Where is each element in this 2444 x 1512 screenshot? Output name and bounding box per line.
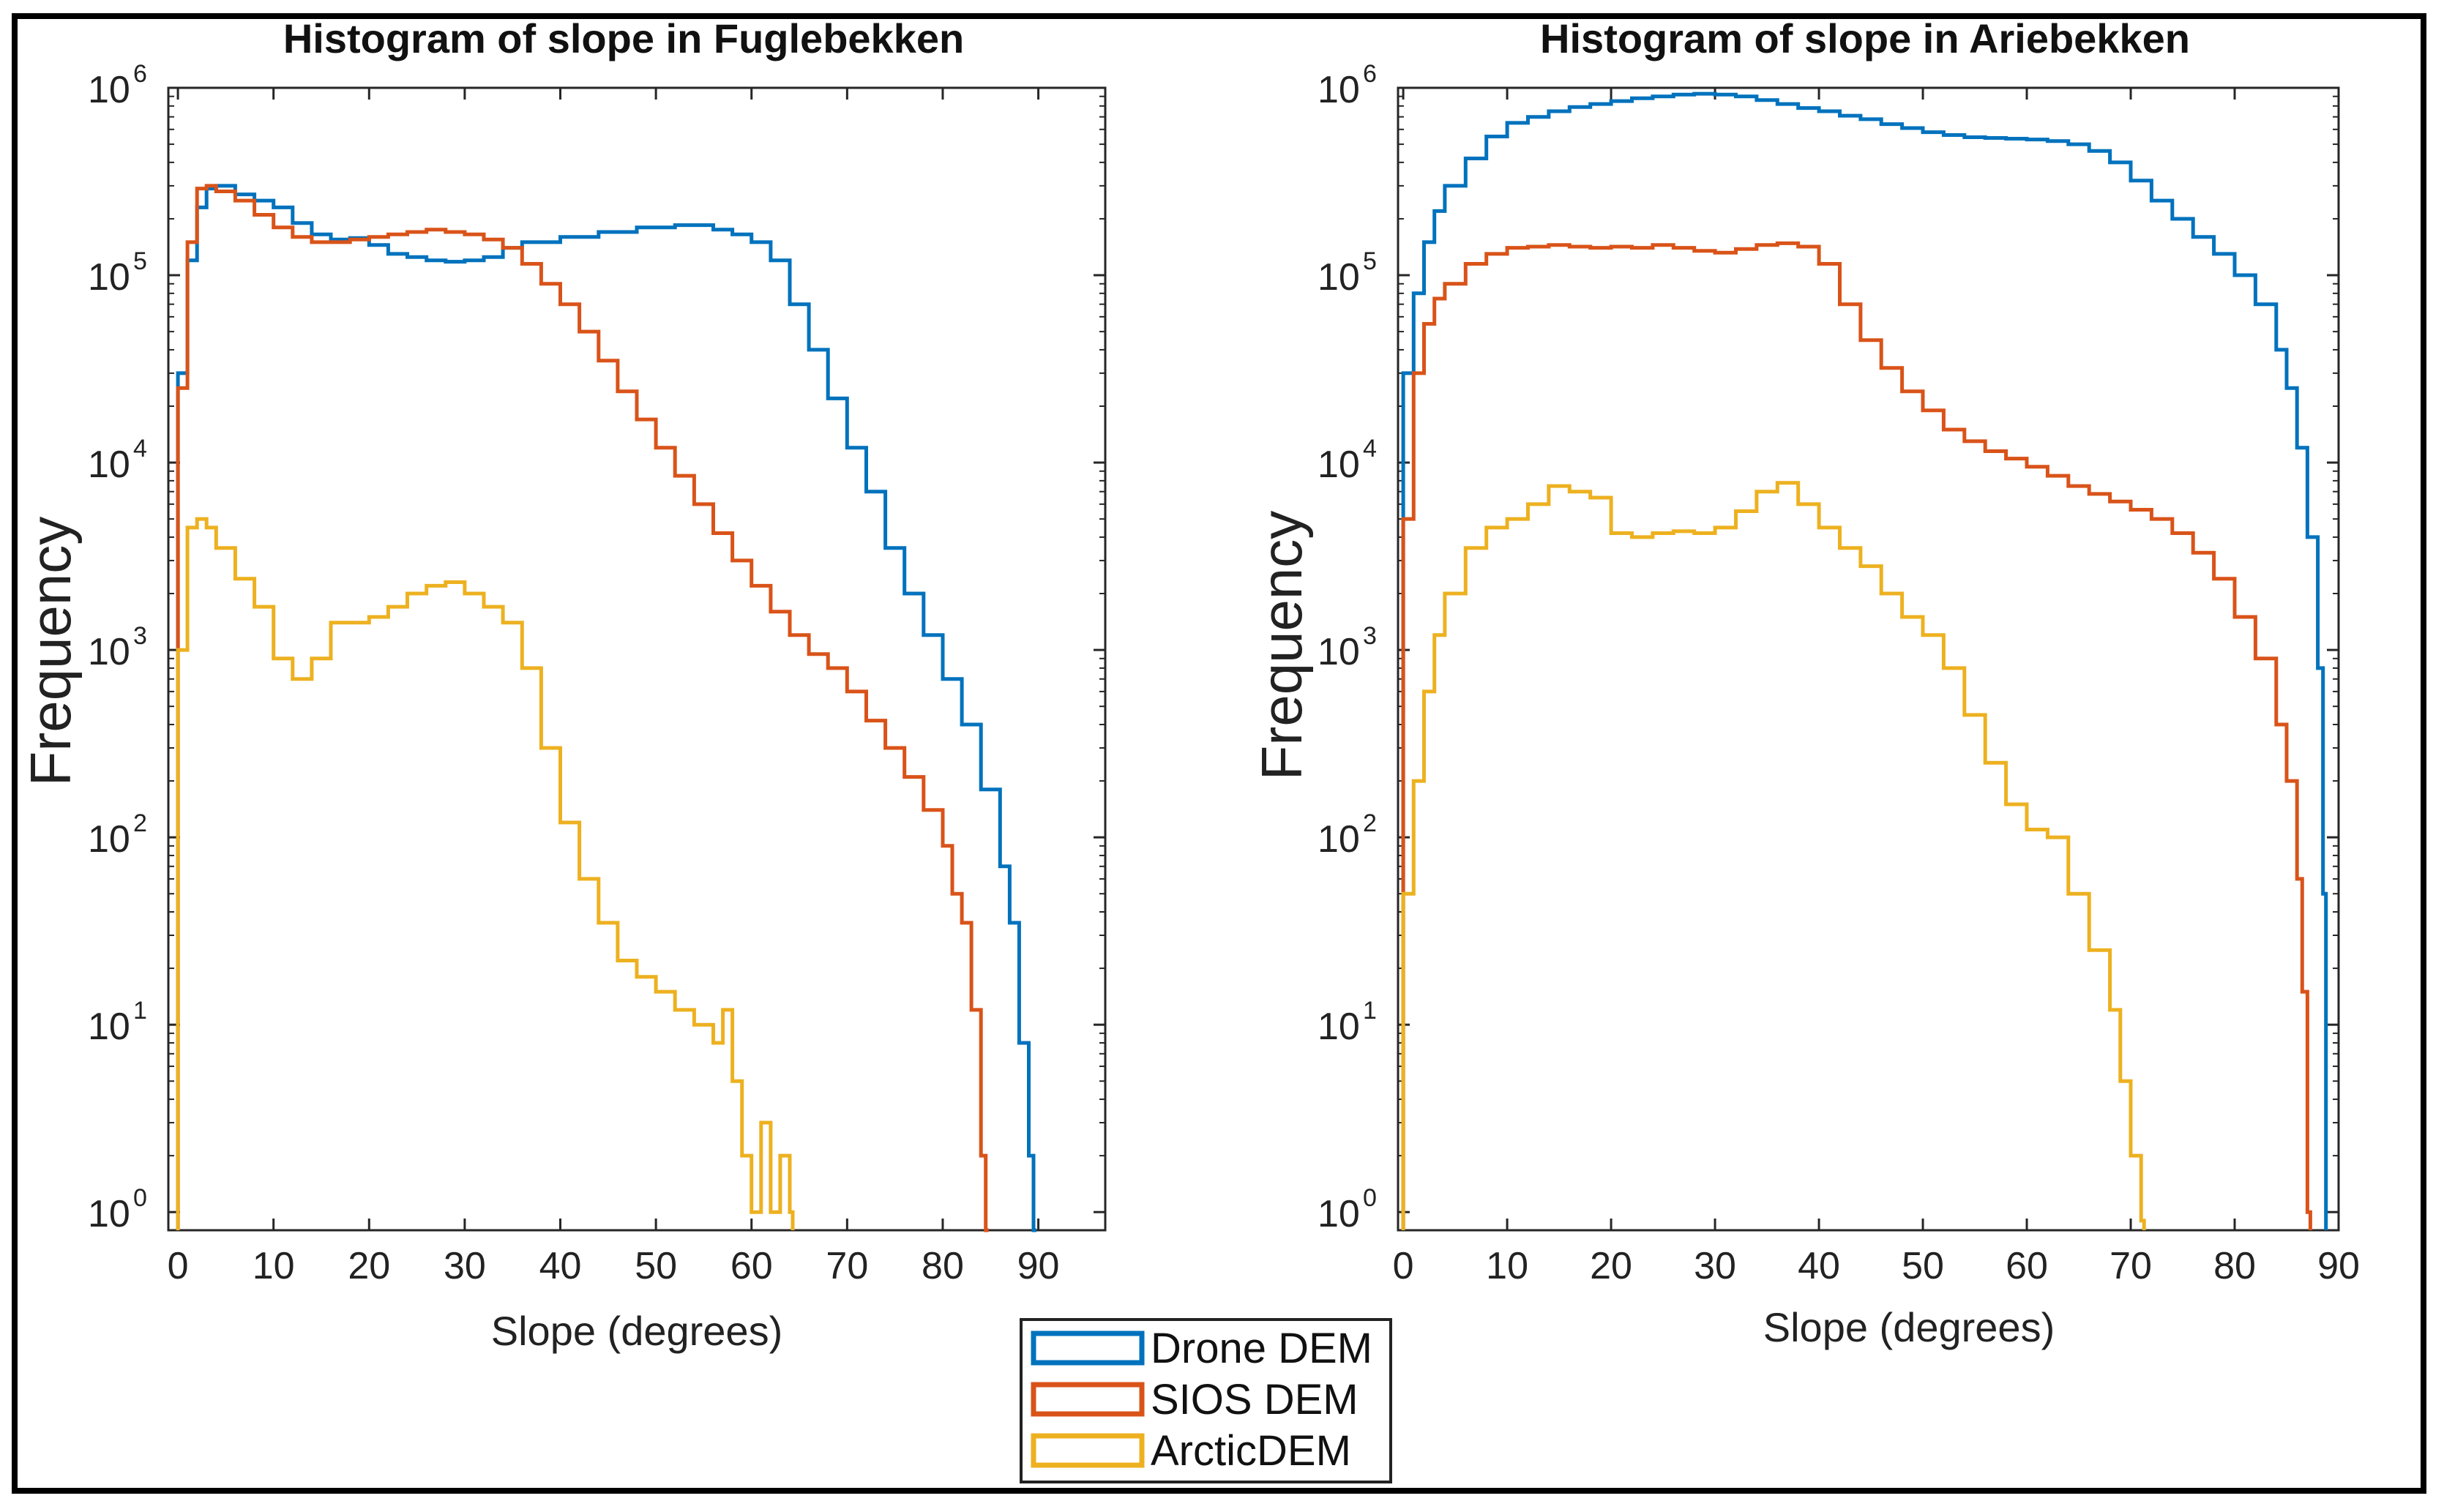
y-tick-exponent: 1 <box>133 997 147 1025</box>
y-tick-exponent: 2 <box>1363 809 1377 837</box>
x-tick-label: 30 <box>444 1245 486 1287</box>
x-tick-label: 70 <box>2109 1245 2152 1287</box>
series-line-sios-dem <box>176 184 989 1232</box>
x-tick-label: 50 <box>635 1245 677 1287</box>
chart-title: Histogram of slope in Fuglebekken <box>283 15 964 61</box>
y-tick-exponent: 4 <box>1363 435 1377 463</box>
series-line-sios-dem <box>1401 241 2312 1230</box>
y-tick-exponent: 5 <box>1363 247 1377 275</box>
y-tick-label: 10 <box>1318 69 1360 111</box>
y-tick-label: 10 <box>88 818 130 861</box>
y-axis-label: Frequency <box>1249 511 1314 781</box>
x-tick-label: 0 <box>168 1245 189 1287</box>
x-tick-label: 90 <box>1017 1245 1060 1287</box>
series-layer <box>1401 91 2328 1230</box>
y-tick-label: 10 <box>88 1006 130 1048</box>
y-tick-label: 10 <box>1318 256 1360 299</box>
x-tick-label: 70 <box>826 1245 868 1287</box>
x-axis-label: Slope (degrees) <box>491 1308 782 1354</box>
series-line-drone-dem <box>176 184 1036 1232</box>
series-layer <box>176 184 1036 1232</box>
x-tick-labels: 0 10 20 30 40 50 60 70 80 90 <box>168 88 1060 1287</box>
x-tick-label: 90 <box>2317 1245 2360 1287</box>
x-tick-label: 30 <box>1694 1245 1736 1287</box>
legend-swatch-drone <box>1031 1331 1145 1366</box>
y-tick-label: 10 <box>1318 1006 1360 1048</box>
y-tick-exponent: 0 <box>133 1184 147 1212</box>
x-tick-label: 40 <box>1798 1245 1840 1287</box>
y-tick-label: 10 <box>88 1193 130 1235</box>
y-tick-exponent: 2 <box>133 809 147 837</box>
x-tick-label: 80 <box>922 1245 964 1287</box>
x-tick-label: 60 <box>730 1245 773 1287</box>
legend-label-drone: Drone DEM <box>1151 1325 1372 1372</box>
legend-swatch-arctic <box>1031 1433 1145 1468</box>
legend-swatch-sios <box>1031 1382 1145 1417</box>
y-tick-exponent: 1 <box>1363 997 1377 1025</box>
x-tick-label: 40 <box>539 1245 582 1287</box>
y-tick-label: 10 <box>88 444 130 486</box>
y-tick-label: 10 <box>88 69 130 111</box>
legend: Drone DEM SIOS DEM ArcticDEM <box>1020 1318 1392 1483</box>
y-tick-label: 10 <box>1318 444 1360 486</box>
x-tick-label: 10 <box>1486 1245 1528 1287</box>
y-tick-exponent: 3 <box>1363 622 1377 650</box>
chart-ariebekken: Histogram of slope in Ariebekken 0 10 20 30… <box>1249 15 2360 1350</box>
y-tick-label: 10 <box>88 256 130 299</box>
series-line-arcticdem <box>1401 481 2146 1230</box>
y-tick-exponent: 0 <box>1363 1184 1377 1212</box>
x-tick-label: 20 <box>348 1245 390 1287</box>
y-axis-label: Frequency <box>18 517 83 787</box>
y-tick-exponent: 6 <box>133 60 147 88</box>
chart-title: Histogram of slope in Ariebekken <box>1540 15 2190 61</box>
x-tick-label: 50 <box>1902 1245 1944 1287</box>
y-tick-exponent: 5 <box>133 247 147 275</box>
plot-area <box>1397 86 2340 1232</box>
legend-label-arctic: ArcticDEM <box>1151 1427 1351 1475</box>
x-axis-label: Slope (degrees) <box>1763 1304 2055 1350</box>
x-tick-label: 80 <box>2213 1245 2256 1287</box>
y-tick-exponent: 3 <box>133 622 147 650</box>
y-tick-label: 10 <box>1318 818 1360 861</box>
y-tick-exponent: 6 <box>1363 60 1377 88</box>
y-tick-exponent: 4 <box>133 435 147 463</box>
chart-fuglebekken: Histogram of slope in Fuglebekken 0 10 20 3… <box>18 15 1107 1354</box>
x-tick-label: 20 <box>1590 1245 1632 1287</box>
series-line-arcticdem <box>176 517 795 1230</box>
y-tick-label: 10 <box>1318 1193 1360 1235</box>
x-tick-label: 0 <box>1393 1245 1414 1287</box>
figure-frame <box>12 13 2426 1494</box>
legend-box <box>1020 1318 1392 1483</box>
series-line-drone-dem <box>1401 91 2328 1230</box>
x-tick-label: 60 <box>2006 1245 2048 1287</box>
x-tick-label: 10 <box>253 1245 295 1287</box>
y-tick-label: 10 <box>88 631 130 673</box>
plot-area <box>167 86 1107 1232</box>
y-tick-label: 10 <box>1318 631 1360 673</box>
legend-label-sios: SIOS DEM <box>1151 1376 1359 1423</box>
x-tick-labels: 0 10 20 30 40 50 60 70 80 90 <box>1393 88 2360 1287</box>
